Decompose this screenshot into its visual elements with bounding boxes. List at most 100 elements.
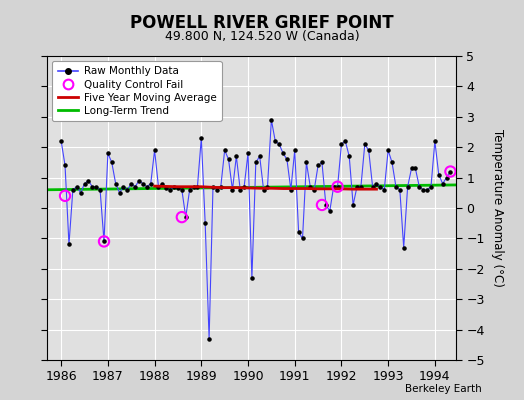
- Point: [193, 184, 202, 190]
- Point: [345, 153, 353, 160]
- Point: [174, 185, 182, 192]
- Point: [185, 186, 194, 193]
- Point: [57, 138, 66, 144]
- Point: [96, 186, 104, 193]
- Point: [139, 180, 147, 187]
- Point: [224, 156, 233, 162]
- Point: [294, 229, 303, 236]
- Point: [368, 184, 377, 190]
- Point: [150, 147, 159, 154]
- Point: [100, 238, 108, 245]
- Point: [411, 165, 420, 172]
- Point: [131, 184, 139, 190]
- Point: [361, 141, 369, 147]
- Point: [107, 159, 116, 166]
- Point: [154, 184, 162, 190]
- Point: [330, 184, 338, 190]
- Point: [259, 186, 268, 193]
- Point: [372, 180, 380, 187]
- Point: [84, 178, 93, 184]
- Point: [267, 117, 276, 123]
- Point: [104, 150, 112, 156]
- Point: [287, 186, 295, 193]
- Point: [143, 184, 151, 190]
- Point: [392, 184, 400, 190]
- Point: [127, 180, 135, 187]
- Point: [115, 190, 124, 196]
- Point: [252, 159, 260, 166]
- Point: [77, 190, 85, 196]
- Point: [365, 147, 373, 154]
- Point: [205, 336, 213, 342]
- Point: [119, 184, 128, 190]
- Point: [61, 193, 69, 199]
- Point: [271, 138, 279, 144]
- Point: [72, 184, 81, 190]
- Point: [376, 184, 385, 190]
- Point: [333, 184, 342, 190]
- Point: [396, 186, 404, 193]
- Point: [100, 238, 108, 245]
- Point: [353, 184, 361, 190]
- Point: [283, 156, 291, 162]
- Point: [357, 184, 365, 190]
- Point: [80, 180, 89, 187]
- Point: [446, 168, 455, 175]
- Point: [189, 184, 198, 190]
- Point: [166, 186, 174, 193]
- Point: [232, 153, 241, 160]
- Point: [65, 241, 73, 248]
- Point: [61, 162, 69, 169]
- Point: [69, 186, 77, 193]
- Text: Berkeley Earth: Berkeley Earth: [406, 384, 482, 394]
- Point: [318, 159, 326, 166]
- Point: [388, 159, 396, 166]
- Point: [380, 186, 388, 193]
- Point: [162, 185, 170, 192]
- Point: [446, 168, 455, 175]
- Point: [92, 184, 101, 190]
- Point: [236, 186, 244, 193]
- Y-axis label: Temperature Anomaly (°C): Temperature Anomaly (°C): [491, 129, 504, 287]
- Point: [88, 184, 96, 190]
- Point: [201, 220, 210, 226]
- Text: POWELL RIVER GRIEF POINT: POWELL RIVER GRIEF POINT: [130, 14, 394, 32]
- Point: [290, 147, 299, 154]
- Point: [197, 135, 205, 141]
- Point: [349, 202, 357, 208]
- Point: [216, 184, 225, 190]
- Point: [256, 153, 264, 160]
- Point: [209, 184, 217, 190]
- Point: [337, 141, 346, 147]
- Point: [318, 202, 326, 208]
- Point: [403, 184, 412, 190]
- Point: [310, 186, 319, 193]
- Point: [419, 186, 428, 193]
- Point: [112, 180, 120, 187]
- Point: [399, 244, 408, 251]
- Point: [431, 138, 439, 144]
- Point: [314, 162, 322, 169]
- Point: [442, 174, 451, 181]
- Point: [427, 184, 435, 190]
- Point: [263, 184, 271, 190]
- Point: [135, 178, 143, 184]
- Point: [341, 138, 350, 144]
- Point: [275, 141, 283, 147]
- Point: [322, 202, 330, 208]
- Point: [434, 171, 443, 178]
- Point: [248, 275, 256, 281]
- Text: 49.800 N, 124.520 W (Canada): 49.800 N, 124.520 W (Canada): [165, 30, 359, 43]
- Point: [407, 165, 416, 172]
- Point: [123, 186, 132, 193]
- Point: [170, 184, 178, 190]
- Point: [325, 208, 334, 214]
- Point: [423, 186, 431, 193]
- Point: [178, 186, 186, 193]
- Point: [213, 186, 221, 193]
- Point: [333, 184, 342, 190]
- Point: [147, 180, 155, 187]
- Point: [306, 184, 314, 190]
- Point: [298, 235, 307, 242]
- Point: [279, 150, 287, 156]
